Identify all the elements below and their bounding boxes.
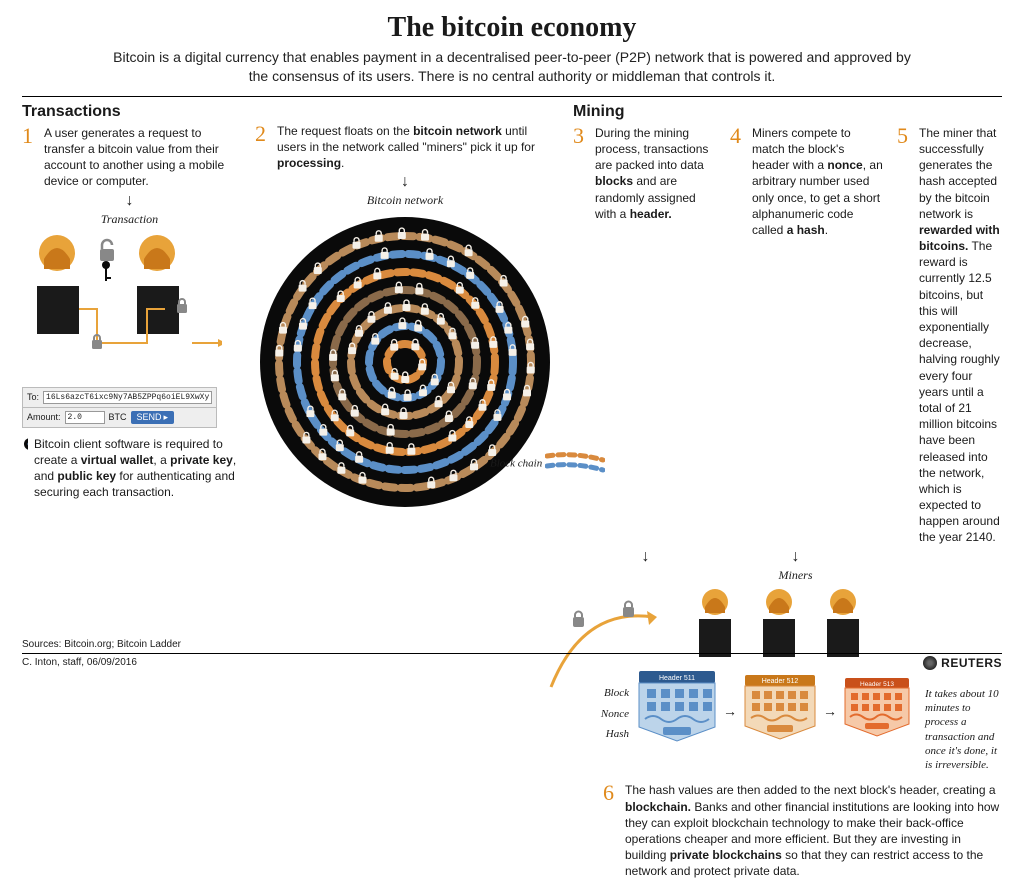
- tx-form: To: 16Ls6azcT6ixc9Ny7AB5ZPPq6oiEL9XwXy: [22, 387, 217, 408]
- arrow-icon: ↓: [22, 192, 237, 210]
- key-icon: [22, 436, 28, 464]
- time-note: It takes about 10 minutes to process a t…: [919, 669, 1002, 773]
- label-hash: Hash: [573, 724, 629, 745]
- label-miners: Miners: [718, 568, 873, 583]
- agency-logo: REUTERS: [923, 656, 1002, 670]
- wallet-note: Bitcoin client software is required to c…: [22, 436, 237, 501]
- arrow-icon: ↓: [573, 548, 718, 566]
- divider: [22, 96, 1002, 97]
- step-3: 3 During the mining process, transaction…: [573, 125, 718, 546]
- reuters-icon: [923, 656, 937, 670]
- transaction-diagram: [22, 231, 222, 381]
- label-transaction: Transaction: [22, 212, 237, 227]
- page-title: The bitcoin economy: [22, 12, 1002, 44]
- send-button[interactable]: SEND ▸: [131, 411, 175, 424]
- block-2: Header 512: [741, 673, 819, 753]
- footer: Sources: Bitcoin.org; Bitcoin Ladder C. …: [22, 639, 1002, 668]
- label-network: Bitcoin network: [255, 193, 555, 208]
- step-1: 1 A user generates a request to transfer…: [22, 125, 237, 190]
- step-5: 5 The miner that successfully generates …: [897, 125, 1002, 546]
- block-3: Header 513: [841, 676, 913, 750]
- to-field: 16Ls6azcT6ixc9Ny7AB5ZPPq6oiEL9XwXy: [43, 391, 212, 404]
- arrow-icon: ↓: [718, 548, 873, 566]
- svg-text:Header 512: Header 512: [762, 678, 799, 685]
- step-6: 6 The hash values are then added to the …: [603, 782, 1002, 879]
- step-2: 2 The request floats on the bitcoin netw…: [255, 123, 555, 172]
- amount-field: 2.0: [65, 411, 105, 424]
- label-nonce: Nonce: [573, 704, 629, 725]
- section-mining: Mining: [573, 103, 1002, 121]
- sources: Sources: Bitcoin.org; Bitcoin Ladder: [22, 639, 1002, 650]
- page-subtitle: Bitcoin is a digital currency that enabl…: [102, 48, 922, 86]
- credit: C. Inton, staff, 06/09/2016: [22, 657, 1002, 668]
- arrow-icon: ↓: [255, 173, 555, 191]
- blockchain-diagram: Header 511 → Header 512: [635, 669, 913, 757]
- section-transactions: Transactions: [22, 103, 237, 121]
- label-blockchain: Block chain: [490, 450, 605, 478]
- step-4: 4 Miners compete to match the block's he…: [730, 125, 885, 546]
- svg-text:Header 513: Header 513: [860, 681, 894, 688]
